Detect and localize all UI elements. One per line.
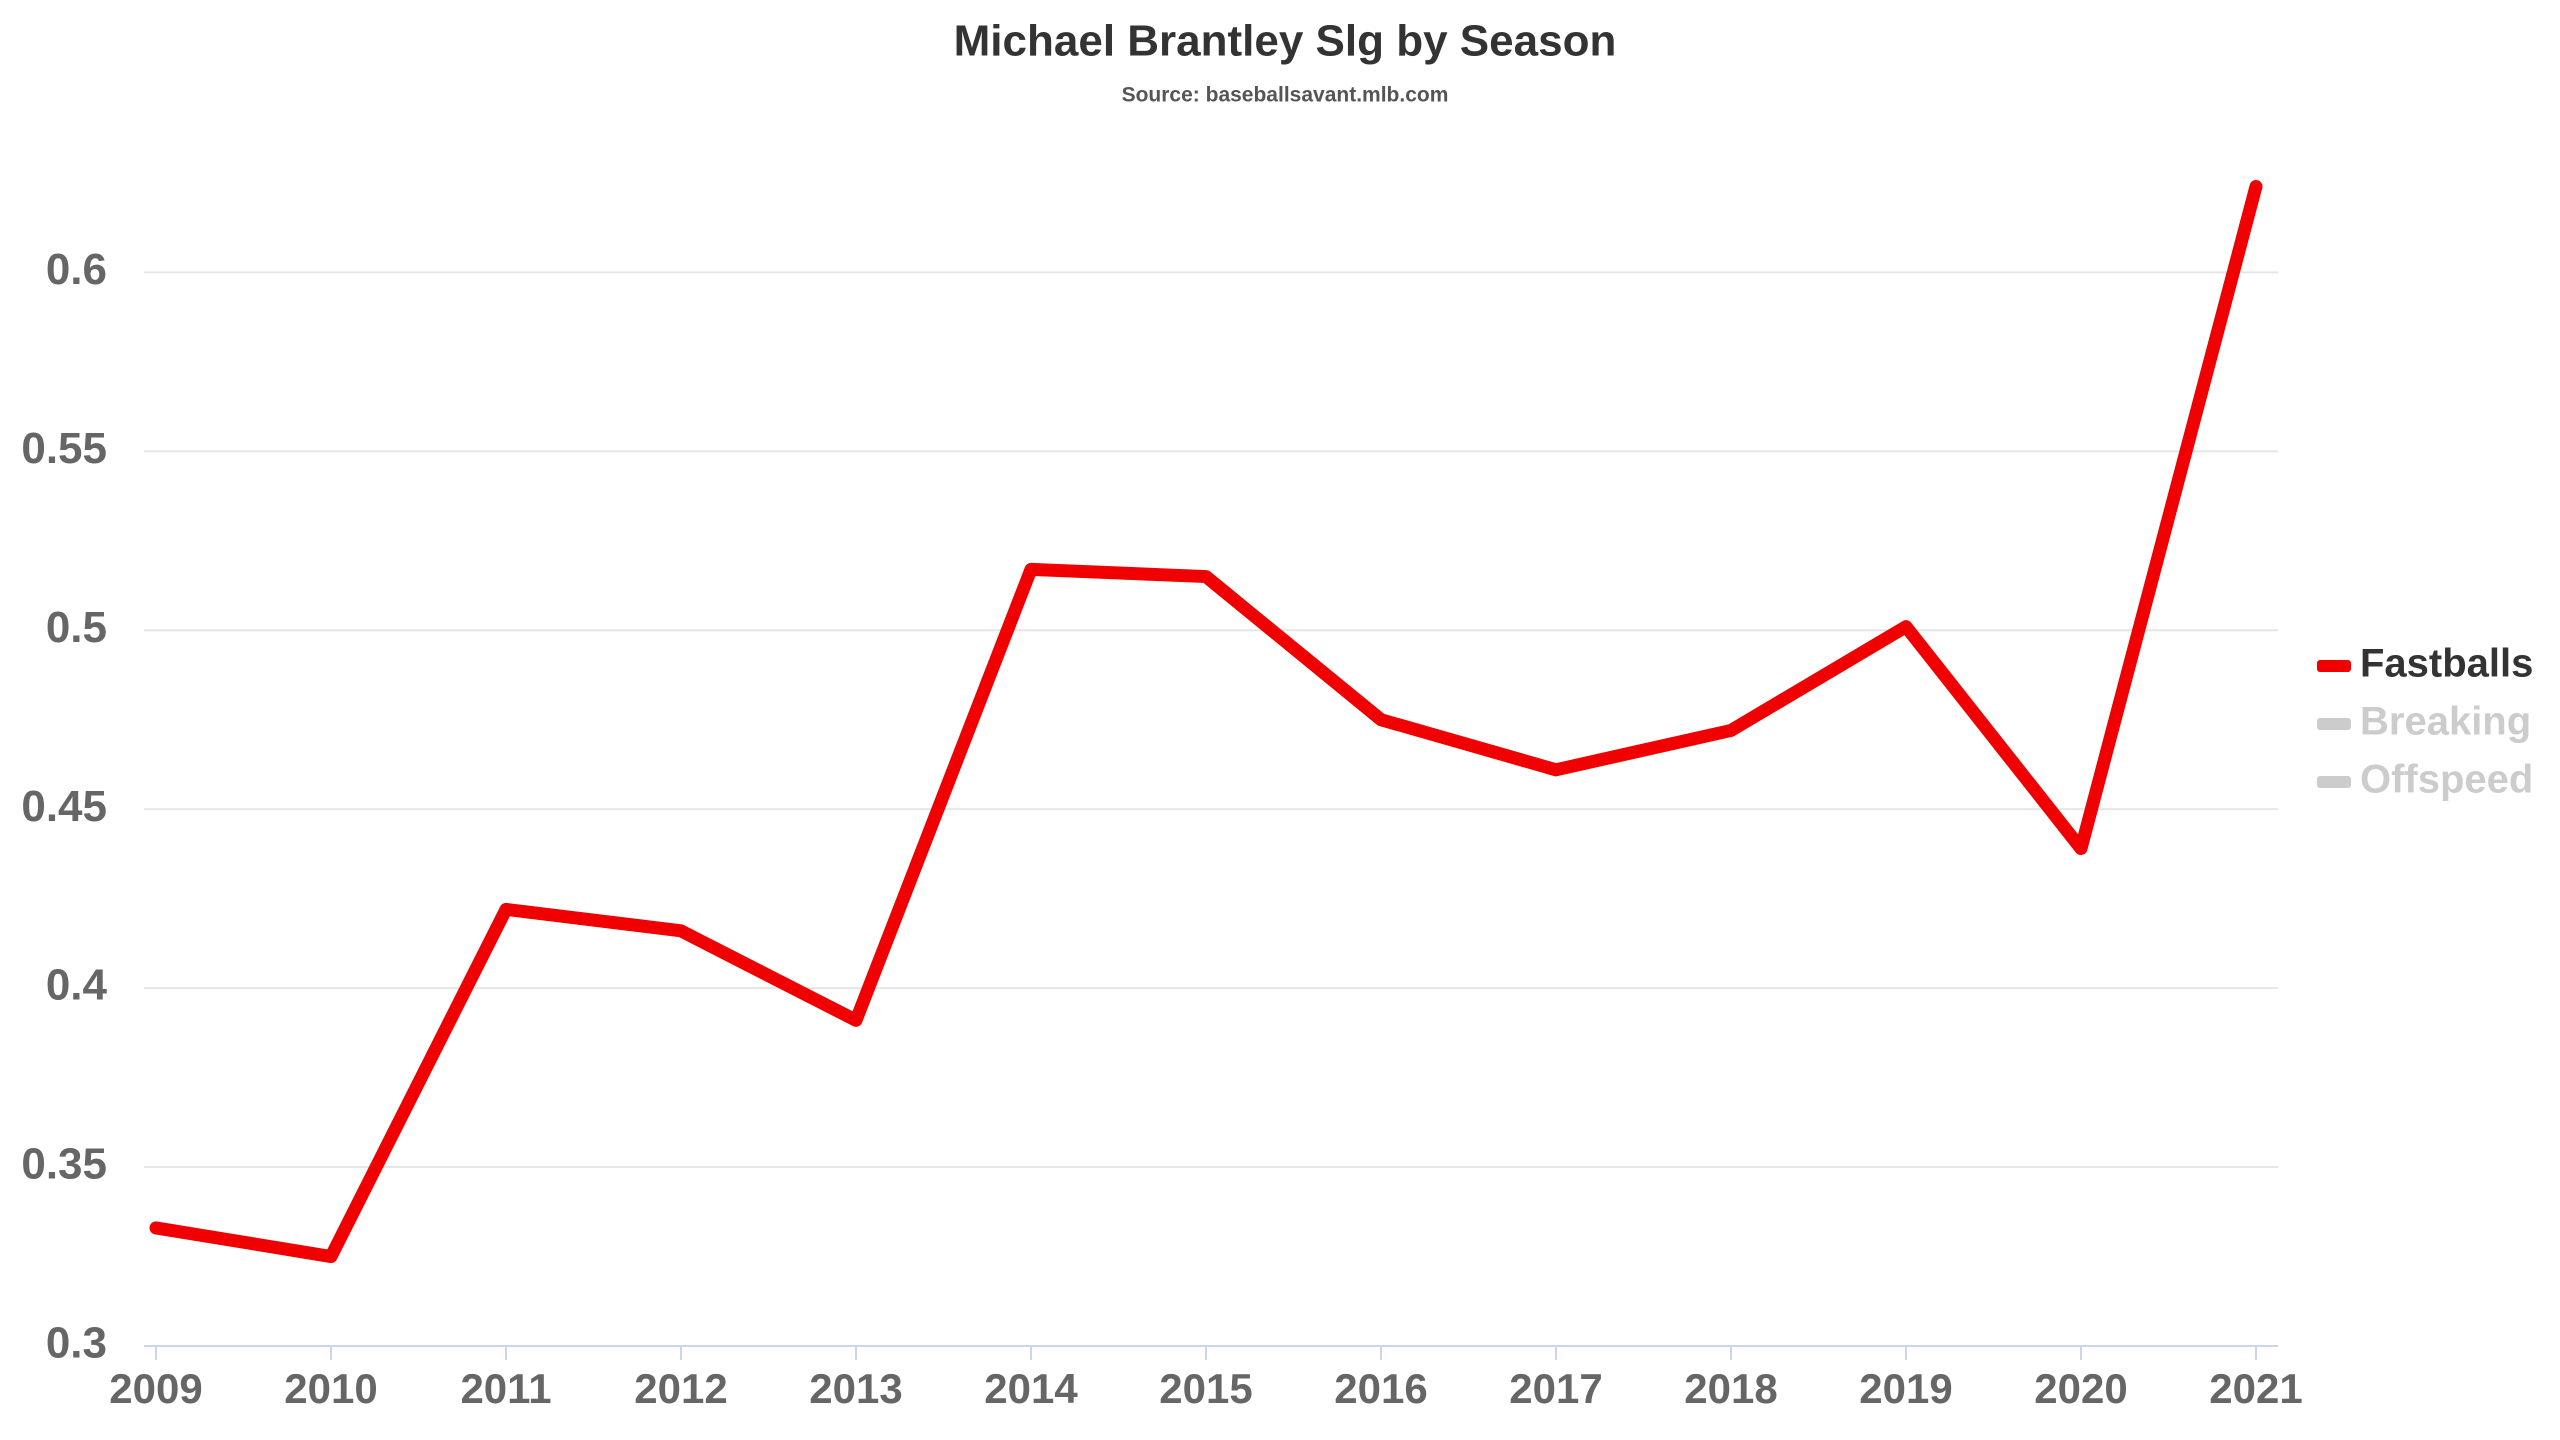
y-tick-label: 0.45 <box>21 782 107 831</box>
x-tick-label: 2021 <box>2209 1365 2302 1412</box>
legend-label[interactable]: Offspeed <box>2360 758 2533 802</box>
x-tick-label: 2020 <box>2034 1365 2127 1412</box>
x-tick-label: 2015 <box>1159 1365 1252 1412</box>
y-tick-label: 0.3 <box>46 1319 107 1368</box>
x-tick-label: 2012 <box>634 1365 727 1412</box>
legend-label[interactable]: Fastballs <box>2360 642 2533 686</box>
y-tick-label: 0.35 <box>21 1140 107 1189</box>
x-tick-label: 2011 <box>460 1365 551 1412</box>
legend-swatch <box>2317 776 2351 788</box>
x-tick-label: 2018 <box>1684 1365 1777 1412</box>
x-tick-label: 2019 <box>1859 1365 1952 1412</box>
series-line <box>149 179 2263 1264</box>
legend-swatch <box>2317 660 2351 672</box>
x-tick-label: 2013 <box>809 1365 902 1412</box>
x-tick-label: 2009 <box>109 1365 202 1412</box>
chart-title: Michael Brantley Slg by Season <box>954 17 1617 66</box>
y-tick-label: 0.4 <box>46 961 108 1010</box>
legend-swatch <box>2317 718 2351 730</box>
x-tick-label: 2017 <box>1509 1365 1602 1412</box>
y-tick-label: 0.55 <box>21 424 107 473</box>
x-tick-label: 2016 <box>1334 1365 1427 1412</box>
y-tick-label: 0.5 <box>46 603 107 652</box>
legend-label[interactable]: Breaking <box>2360 700 2531 744</box>
x-tick-label: 2014 <box>984 1365 1078 1412</box>
y-tick-label: 0.6 <box>46 245 107 294</box>
x-tick-label: 2010 <box>284 1365 377 1412</box>
chart-subtitle: Source: baseballsavant.mlb.com <box>1122 84 1449 107</box>
